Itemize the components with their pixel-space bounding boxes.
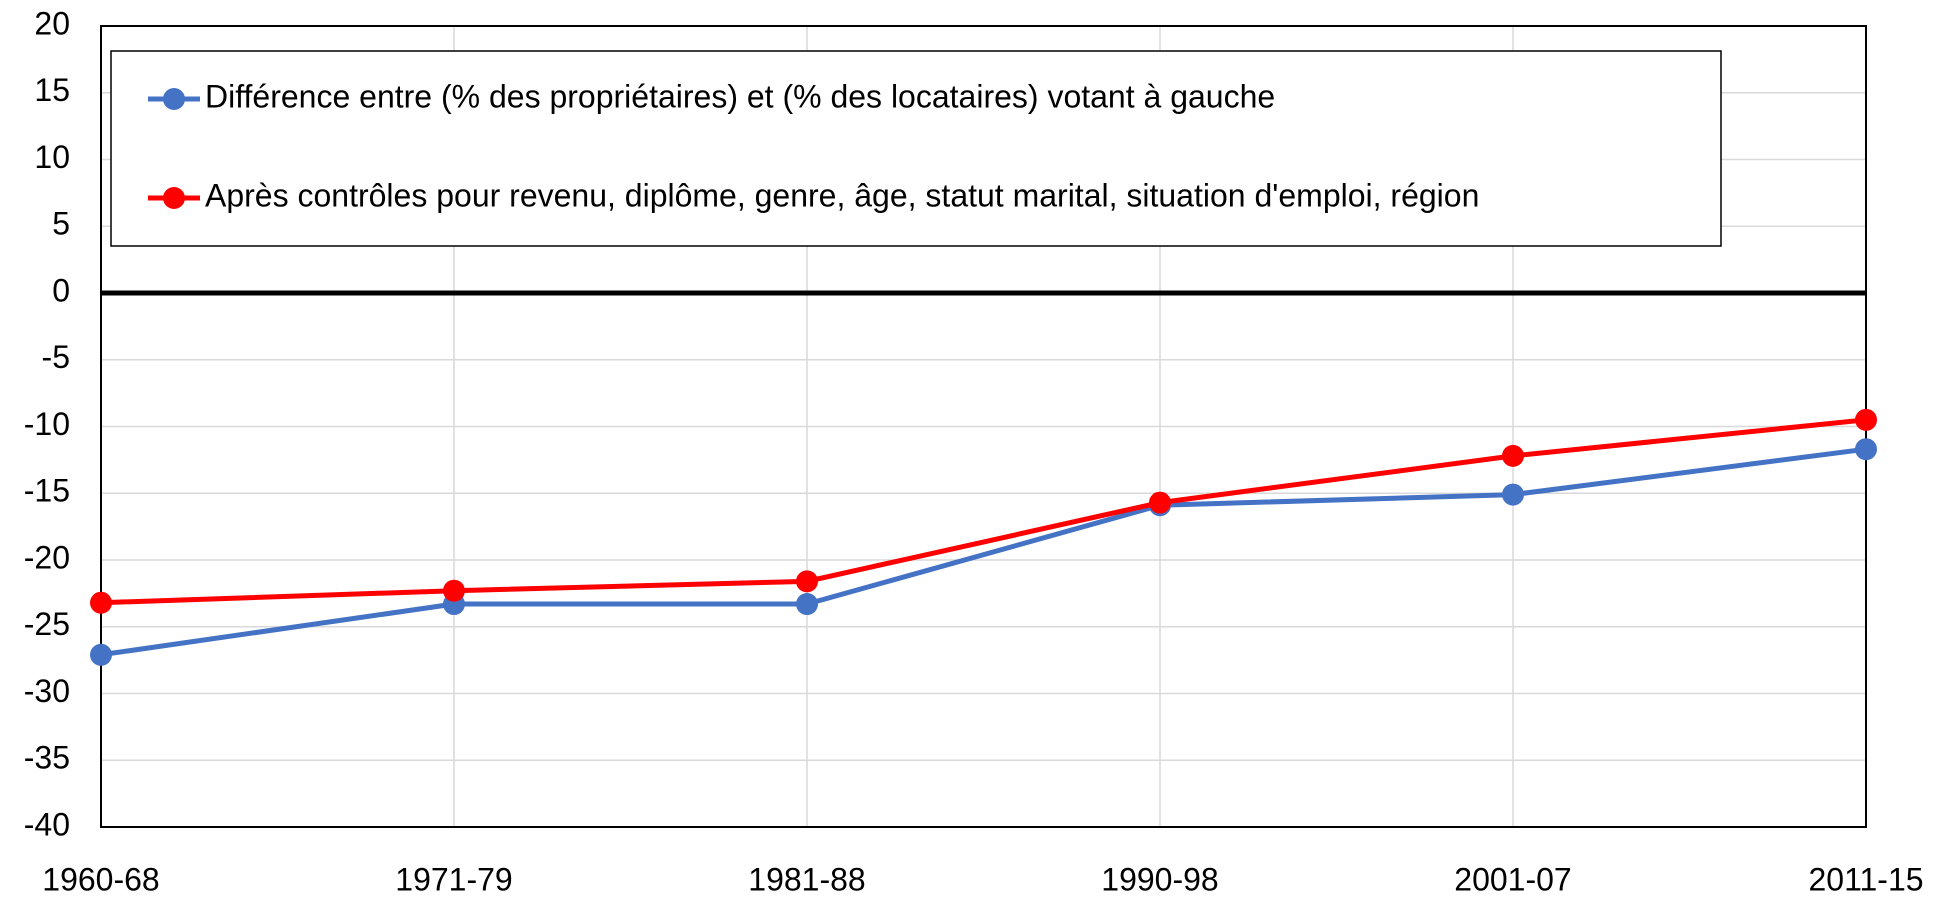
data-point [90, 643, 112, 666]
data-point [443, 579, 465, 602]
series-line [100, 446, 1867, 658]
data-point [796, 593, 818, 616]
y-tick-label: -5 [42, 339, 70, 375]
data-point [1855, 408, 1877, 431]
y-tick-label: 10 [34, 139, 70, 175]
y-tick-label: -20 [24, 539, 70, 575]
y-tick-label: -40 [24, 806, 70, 842]
data-point [1149, 491, 1171, 514]
x-tick-label: 1981-88 [748, 861, 865, 897]
data-point [1502, 483, 1524, 506]
y-tick-label: 5 [52, 206, 70, 242]
legend-box [110, 50, 1722, 247]
y-tick-label: 15 [34, 72, 70, 108]
x-tick-label: 1971-79 [395, 861, 512, 897]
data-point [90, 591, 112, 614]
data-point [1502, 444, 1524, 467]
legend-marker [163, 187, 185, 209]
y-tick-label: -25 [24, 606, 70, 642]
legend-label: Après contrôles pour revenu, diplôme, ge… [205, 177, 1479, 213]
y-tick-label: -15 [24, 473, 70, 509]
y-tick-label: -30 [24, 673, 70, 709]
x-tick-label: 1990-98 [1101, 861, 1218, 897]
legend-label: Différence entre (% des propriétaires) e… [205, 78, 1275, 114]
y-tick-label: 0 [52, 272, 70, 308]
y-tick-label: 20 [34, 5, 70, 41]
x-tick-label: 2011-15 [1808, 861, 1923, 897]
x-tick-label: 1960-68 [42, 861, 159, 897]
legend-marker [163, 88, 185, 110]
x-tick-label: 2001-07 [1454, 861, 1571, 897]
data-point [796, 570, 818, 593]
y-tick-label: -35 [24, 740, 70, 776]
data-point [1855, 438, 1877, 461]
y-tick-label: -10 [24, 406, 70, 442]
series-line [100, 417, 1867, 606]
